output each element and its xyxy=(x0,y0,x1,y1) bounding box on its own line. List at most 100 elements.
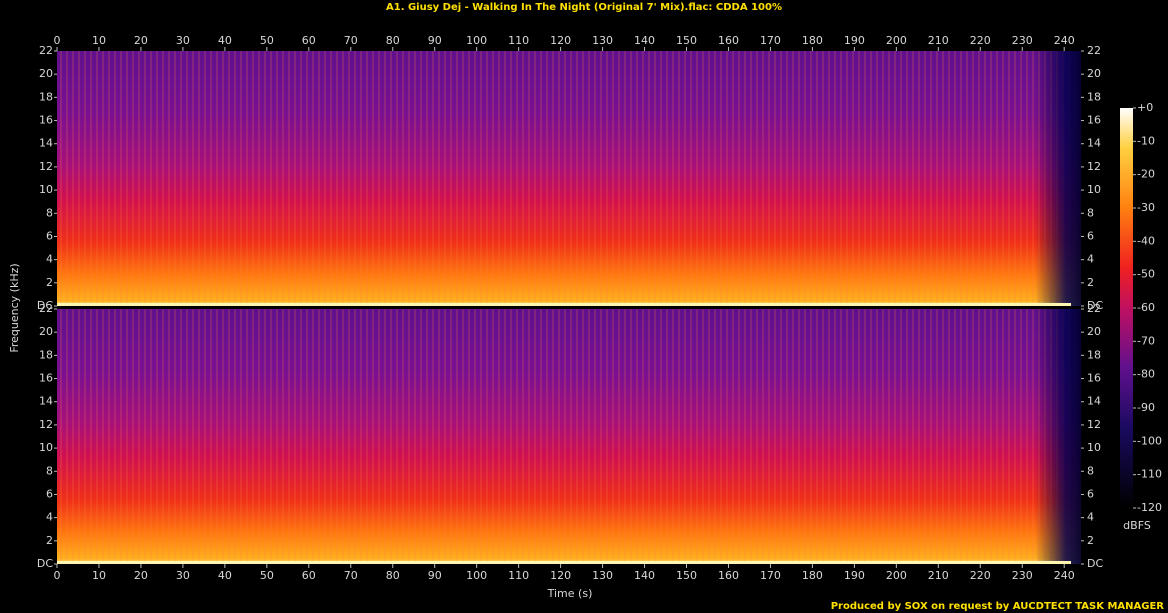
y-tick-label-right: 2 xyxy=(1087,534,1094,547)
x-tick-label: 60 xyxy=(302,569,316,582)
x-tick-label: 130 xyxy=(592,569,613,582)
x-tick-label-top: 110 xyxy=(508,34,529,47)
dc-band xyxy=(57,561,1071,564)
y-tick-label: 6 xyxy=(46,229,53,242)
x-tick-label: 170 xyxy=(760,569,781,582)
x-tick-label: 0 xyxy=(54,569,61,582)
colorbar-tick-label: -20 xyxy=(1137,168,1155,181)
colorbar xyxy=(1120,108,1133,508)
x-tick-label-top: 210 xyxy=(928,34,949,47)
y-axis-label: Frequency (kHz) xyxy=(8,263,21,352)
x-tick-label: 70 xyxy=(344,569,358,582)
x-tick-label-top: 190 xyxy=(844,34,865,47)
x-tick-label-top: 170 xyxy=(760,34,781,47)
x-tick-label: 230 xyxy=(1012,569,1033,582)
y-tick-label-right: 20 xyxy=(1087,67,1101,80)
x-tick-label-top: 160 xyxy=(718,34,739,47)
x-tick-label: 40 xyxy=(218,569,232,582)
x-tick-label-top: 120 xyxy=(550,34,571,47)
x-tick-label-top: 240 xyxy=(1054,34,1075,47)
y-tick-label: 22 xyxy=(39,302,53,315)
y-tick-label: 20 xyxy=(39,67,53,80)
x-tick-label-top: 80 xyxy=(386,34,400,47)
y-tick-label-right: 12 xyxy=(1087,418,1101,431)
x-axis-label: Time (s) xyxy=(547,587,593,600)
colorbar-label: dBFS xyxy=(1123,519,1151,532)
x-tick-label-top: 30 xyxy=(176,34,190,47)
y-tick-label-right: 16 xyxy=(1087,372,1101,385)
colorbar-tick-label: -30 xyxy=(1137,201,1155,214)
y-tick-label: 10 xyxy=(39,183,53,196)
x-tick-label-top: 40 xyxy=(218,34,232,47)
x-tick-label: 160 xyxy=(718,569,739,582)
y-tick-label-right: 6 xyxy=(1087,487,1094,500)
x-tick-label-top: 90 xyxy=(428,34,442,47)
colorbar-tick-label: -40 xyxy=(1137,234,1155,247)
y-tick-label: 18 xyxy=(39,90,53,103)
x-tick-label: 190 xyxy=(844,569,865,582)
y-tick-label-right: 20 xyxy=(1087,325,1101,338)
y-tick-label-right: 4 xyxy=(1087,253,1094,266)
x-tick-label: 150 xyxy=(676,569,697,582)
x-tick-label-top: 180 xyxy=(802,34,823,47)
x-tick-label-top: 0 xyxy=(54,34,61,47)
y-tick-label: 12 xyxy=(39,418,53,431)
y-tick-label-right: 4 xyxy=(1087,511,1094,524)
x-tick-label-top: 100 xyxy=(466,34,487,47)
y-tick-label-right: 8 xyxy=(1087,464,1094,477)
y-tick-label: 8 xyxy=(46,464,53,477)
x-tick-label: 90 xyxy=(428,569,442,582)
y-tick-label-right: DC xyxy=(1087,299,1103,312)
colorbar-tick-label: -80 xyxy=(1137,368,1155,381)
dc-band xyxy=(57,303,1071,306)
x-tick-label: 50 xyxy=(260,569,274,582)
x-tick-label-top: 140 xyxy=(634,34,655,47)
y-tick-label: 16 xyxy=(39,372,53,385)
spectrogram-panels xyxy=(57,51,1081,564)
x-tick-label: 100 xyxy=(466,569,487,582)
x-tick-label: 240 xyxy=(1054,569,1075,582)
colorbar-tick-label: -100 xyxy=(1137,434,1162,447)
y-tick-label-right: 2 xyxy=(1087,276,1094,289)
x-tick-label: 30 xyxy=(176,569,190,582)
y-tick-label: 16 xyxy=(39,114,53,127)
colorbar-tick-label: -10 xyxy=(1137,134,1155,147)
y-tick-label: 18 xyxy=(39,348,53,361)
x-tick-label-top: 10 xyxy=(92,34,106,47)
x-tick-label-top: 230 xyxy=(1012,34,1033,47)
colorbar-tick-label: -60 xyxy=(1137,301,1155,314)
y-tick-label-right: 22 xyxy=(1087,44,1101,57)
y-tick-label-right: 8 xyxy=(1087,206,1094,219)
x-tick-label-top: 50 xyxy=(260,34,274,47)
colorbar-tick-label: -50 xyxy=(1137,268,1155,281)
y-tick-label: 22 xyxy=(39,44,53,57)
x-tick-label: 200 xyxy=(886,569,907,582)
y-tick-label-right: DC xyxy=(1087,557,1103,570)
colorbar-tick-label: -120 xyxy=(1137,501,1162,514)
spectrogram-fade xyxy=(57,51,1081,306)
colorbar-tick-label: -110 xyxy=(1137,468,1162,481)
y-tick-label: 4 xyxy=(46,511,53,524)
y-tick-label: 2 xyxy=(46,276,53,289)
x-tick-label: 180 xyxy=(802,569,823,582)
x-tick-label: 120 xyxy=(550,569,571,582)
colorbar-tick-label: +0 xyxy=(1137,101,1153,114)
y-tick-label-right: 18 xyxy=(1087,348,1101,361)
y-tick-label: 8 xyxy=(46,206,53,219)
y-tick-label: DC xyxy=(37,299,53,312)
x-tick-label: 10 xyxy=(92,569,106,582)
y-tick-label: 20 xyxy=(39,325,53,338)
y-tick-label-right: 10 xyxy=(1087,441,1101,454)
y-tick-label-right: 22 xyxy=(1087,302,1101,315)
y-tick-label: DC xyxy=(37,557,53,570)
colorbar-tick-label: -70 xyxy=(1137,334,1155,347)
y-tick-label: 10 xyxy=(39,441,53,454)
y-tick-label-right: 14 xyxy=(1087,137,1101,150)
x-tick-label: 220 xyxy=(970,569,991,582)
y-tick-label: 14 xyxy=(39,137,53,150)
y-tick-label-right: 16 xyxy=(1087,114,1101,127)
spectrogram-fade xyxy=(57,309,1081,564)
x-tick-label: 110 xyxy=(508,569,529,582)
y-tick-label: 14 xyxy=(39,395,53,408)
